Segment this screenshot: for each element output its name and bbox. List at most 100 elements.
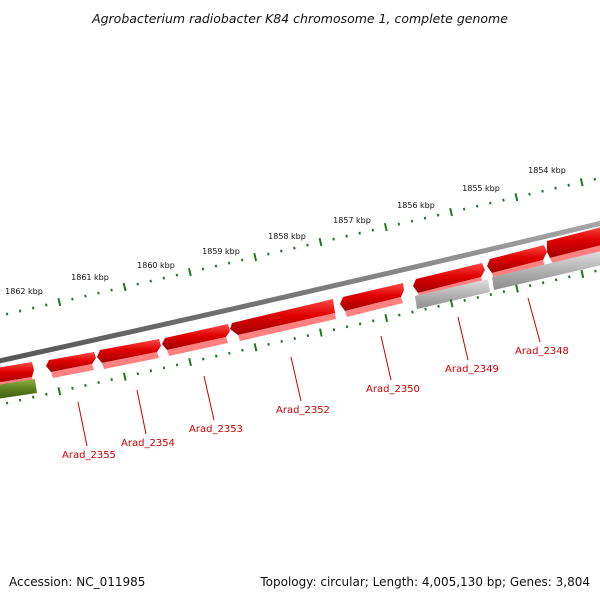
map-title: Agrobacterium radiobacter K84 chromosome… [91,11,508,26]
grey-feature-2[interactable] [492,249,600,290]
kbp-label-1854: 1854 kbp [528,166,566,175]
inner-scale-minor-tick [594,269,597,273]
grey-feature-1[interactable] [415,279,490,309]
outer-scale-minor-tick [293,246,296,250]
gene-arad-2352-shape[interactable] [340,283,404,317]
outer-scale-minor-tick [436,213,440,217]
gene-label-arad-2354[interactable]: Arad_2354 [121,438,175,449]
kbp-label-1862: 1862 kbp [5,287,43,296]
leader-line-arad-2350 [380,335,392,381]
outer-scale-minor-tick [489,201,492,205]
outer-scale-minor-tick [71,297,74,301]
outer-scale-minor-tick [345,234,348,238]
inner-scale-major-tick [57,387,62,396]
outer-scale-minor-tick [423,216,427,220]
outer-scale [5,177,597,316]
outer-scale-minor-tick [528,192,531,196]
gene-label-arad-2353[interactable]: Arad_2353 [189,424,243,435]
outer-scale-minor-tick [371,228,375,232]
outer-scale-major-tick [318,237,323,247]
outer-scale-minor-tick [358,231,361,235]
green-feature[interactable] [0,379,37,400]
inner-scale-minor-tick [437,304,440,308]
inner-scale-minor-tick [293,336,296,341]
accession-text: Accession: NC_011985 [9,575,145,589]
outer-scale-major-tick [383,222,388,232]
inner-scale-major-tick [188,357,192,367]
leader-line-arad-2354 [136,389,147,435]
outer-scale-minor-tick [149,279,152,283]
kbp-label-1861: 1861 kbp [71,273,109,282]
inner-scale-minor-tick [332,328,336,332]
inner-scale-minor-tick [228,351,231,355]
inner-scale-minor-tick [71,386,74,390]
outer-scale-major-tick [449,207,453,217]
outer-scale-major-tick [579,178,584,187]
outer-scale-major-tick [514,193,519,202]
outer-scale-minor-tick [201,267,205,271]
leader-line-arad-2348 [527,297,541,343]
kbp-label-1856: 1856 kbp [397,201,435,210]
inner-scale-minor-tick [371,319,375,323]
gene-label-arad-2348[interactable]: Arad_2348 [515,346,569,357]
outer-scale-minor-tick [306,243,309,247]
inner-scale-minor-tick [175,363,179,367]
inner-scale-minor-tick [398,313,401,317]
gene-arad-2348-shape[interactable] [547,225,600,264]
inner-scale-minor-tick [411,310,414,314]
inner-scale-minor-tick [554,278,558,282]
inner-scale-minor-tick [463,298,466,302]
inner-scale [5,269,597,405]
outer-scale-minor-tick [214,264,218,268]
inner-scale-minor-tick [358,322,362,326]
inner-scale-minor-tick [280,340,283,343]
gene-label-arad-2349[interactable]: Arad_2349 [445,364,499,375]
outer-scale-minor-tick [593,177,597,181]
inner-scale-major-tick [319,328,323,337]
inner-scale-major-tick [122,372,127,381]
outer-scale-major-tick [57,297,62,307]
gene-label-arad-2355[interactable]: Arad_2355 [62,450,116,461]
kbp-label-1858: 1858 kbp [268,232,306,241]
leader-line-arad-2352 [290,356,302,402]
inner-scale-minor-tick [568,275,571,279]
inner-scale-minor-tick [201,357,205,361]
outer-scale-minor-tick [240,258,244,262]
outer-scale-minor-tick [397,222,401,226]
inner-scale-minor-tick [84,383,87,387]
inner-scale-major-tick [515,284,519,293]
outer-scale-minor-tick [267,252,270,256]
inner-scale-minor-tick [136,372,140,376]
gene-label-arad-2350[interactable]: Arad_2350 [366,384,420,395]
outer-scale-minor-tick [84,294,87,298]
outer-scale-minor-tick [110,288,113,292]
inner-scale-minor-tick [528,284,532,288]
kbp-label-1855: 1855 kbp [462,184,500,193]
outer-scale-minor-tick [162,276,166,280]
outer-scale-minor-tick [541,189,544,193]
gene-arad-2356-shape[interactable] [46,352,96,378]
inner-scale-minor-tick [215,354,218,358]
outer-scale-minor-tick [567,183,570,187]
outer-scale-major-tick [253,252,258,262]
kbp-label-1860: 1860 kbp [137,261,175,270]
gene-arad-2353-shape[interactable] [230,299,336,341]
inner-scale-major-tick [580,269,585,279]
gene-arad-2355-shape[interactable] [97,339,161,369]
outer-scale-minor-tick [97,291,100,295]
gene-arad-2354-shape[interactable] [162,324,230,356]
outer-scale-minor-tick [280,249,283,253]
leader-line-arad-2355 [77,401,88,447]
outer-scale-major-tick [122,282,127,292]
inner-scale-major-tick [384,313,389,323]
outer-scale-minor-tick [332,237,335,241]
inner-scale-major-tick [253,343,258,352]
outer-scale-minor-tick [45,303,48,307]
inner-scale-minor-tick [97,381,100,385]
outer-scale-major-tick [188,267,192,277]
gene-label-arad-2352[interactable]: Arad_2352 [276,405,330,416]
kbp-label-1857: 1857 kbp [333,216,371,225]
outer-scale-minor-tick [5,312,9,316]
inner-scale-minor-tick [162,366,166,370]
